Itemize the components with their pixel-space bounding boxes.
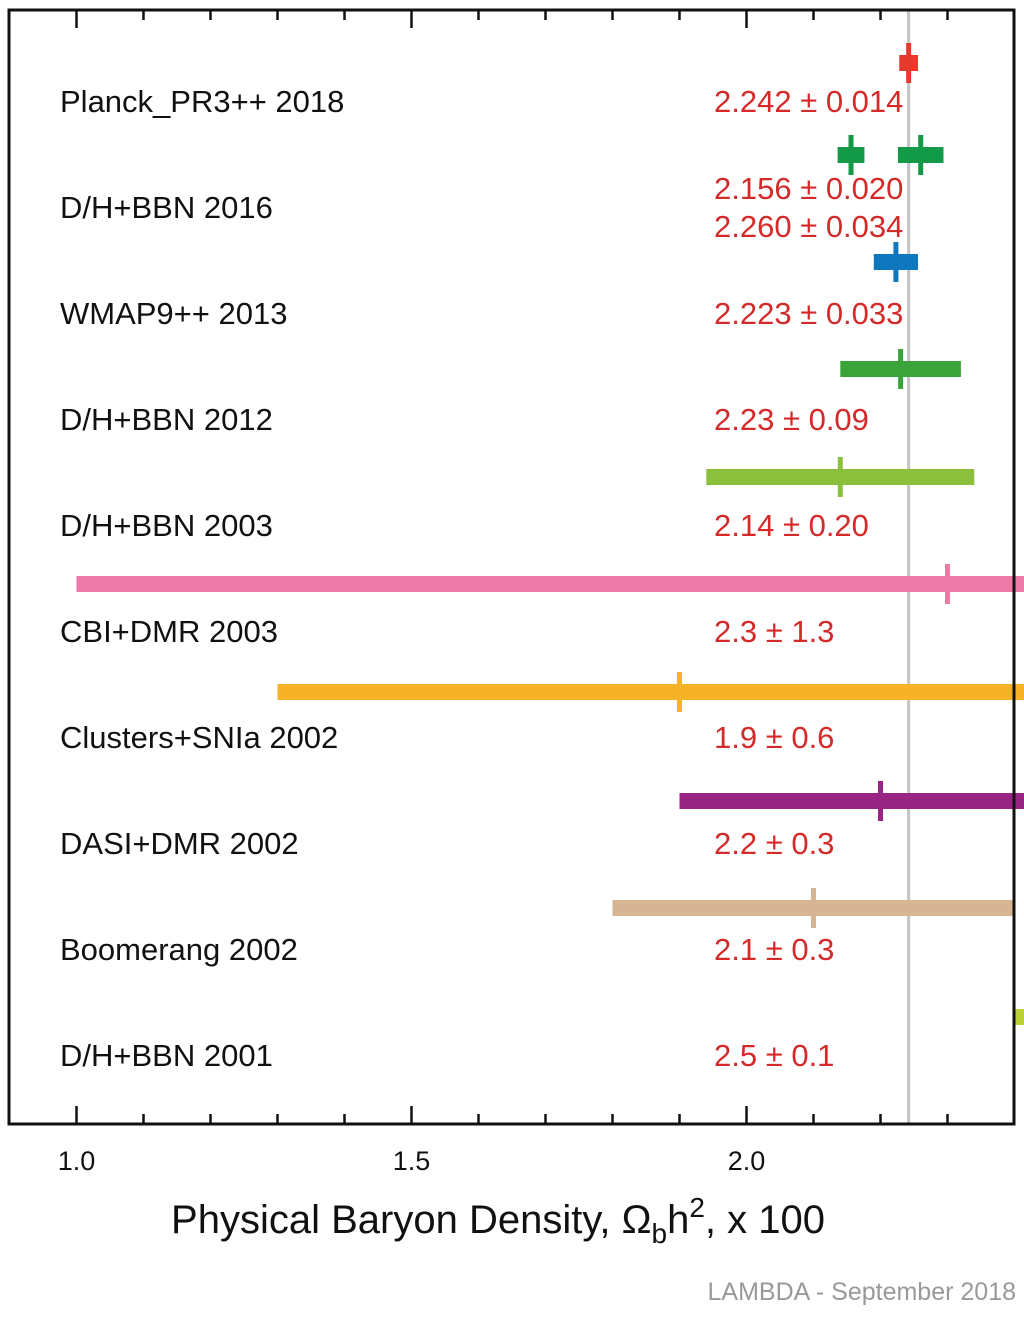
measurement-label: Boomerang 2002 [60, 932, 298, 967]
error-bar-6-0 [277, 684, 1024, 700]
measurement-label: WMAP9++ 2013 [60, 296, 287, 331]
measurement-label: CBI+DMR 2003 [60, 614, 278, 649]
plot-frame [7, 8, 1016, 1126]
measurement-value: 2.260 ± 0.034 [714, 209, 903, 244]
center-mark-8-0 [811, 888, 816, 928]
center-mark-7-0 [878, 781, 883, 821]
measurement-value: 2.242 ± 0.014 [714, 84, 903, 119]
x-axis-ticks: 1.01.52.02.53.03.5 [58, 10, 949, 1176]
measurement-value: 2.5 ± 0.1 [714, 1038, 834, 1073]
measurement-value: 2.23 ± 0.09 [714, 402, 869, 437]
x-axis-label-tail: , x 100 [705, 1198, 825, 1242]
measurement-label: D/H+BBN 2016 [60, 190, 273, 225]
center-mark-2-0 [893, 242, 899, 282]
error-bars-layer [76, 43, 1024, 1025]
x-tick-label: 1.0 [58, 1146, 96, 1176]
x-tick-label: 1.5 [393, 1146, 431, 1176]
x-tick-label: 2.0 [728, 1146, 766, 1176]
measurement-label: D/H+BBN 2012 [60, 402, 273, 437]
center-mark-1-1 [918, 135, 924, 175]
credit-text: LAMBDA - September 2018 [708, 1278, 1017, 1306]
error-bar-7-0 [679, 793, 1024, 809]
measurement-value: 2.3 ± 1.3 [714, 614, 834, 649]
measurement-label: Clusters+SNIa 2002 [60, 720, 338, 755]
measurement-value: 2.1 ± 0.3 [714, 932, 834, 967]
measurement-value: 2.2 ± 0.3 [714, 826, 834, 861]
center-mark-0-0 [906, 43, 912, 83]
x-axis-label-sup: 2 [689, 1192, 705, 1223]
error-bar-5-0 [76, 576, 1024, 592]
measurement-label: D/H+BBN 2003 [60, 508, 273, 543]
center-mark-1-0 [848, 135, 854, 175]
x-axis-label: Physical Baryon Density, Ωbh2, x 100 [171, 1192, 825, 1249]
x-axis-label-mid: h [667, 1198, 689, 1242]
measurement-value: 2.223 ± 0.033 [714, 296, 903, 331]
measurement-value: 1.9 ± 0.6 [714, 720, 834, 755]
measurement-labels-layer: Planck_PR3++ 2018 2.242 ± 0.014 D/H+BBN 20… [60, 84, 903, 1073]
measurement-label: D/H+BBN 2001 [60, 1038, 273, 1073]
center-mark-3-0 [898, 349, 904, 389]
x-axis-label-main: Physical Baryon Density, Ω [171, 1198, 651, 1242]
center-mark-6-0 [677, 672, 682, 712]
center-mark-4-0 [837, 457, 843, 497]
center-mark-5-0 [945, 564, 950, 604]
x-axis-label-sub: b [651, 1218, 667, 1249]
measurement-label: Planck_PR3++ 2018 [60, 84, 344, 119]
error-bar-9-0 [1014, 1009, 1024, 1025]
measurement-value: 2.14 ± 0.20 [714, 508, 869, 543]
measurement-label: DASI+DMR 2002 [60, 826, 299, 861]
measurement-value: 2.156 ± 0.020 [714, 171, 903, 206]
